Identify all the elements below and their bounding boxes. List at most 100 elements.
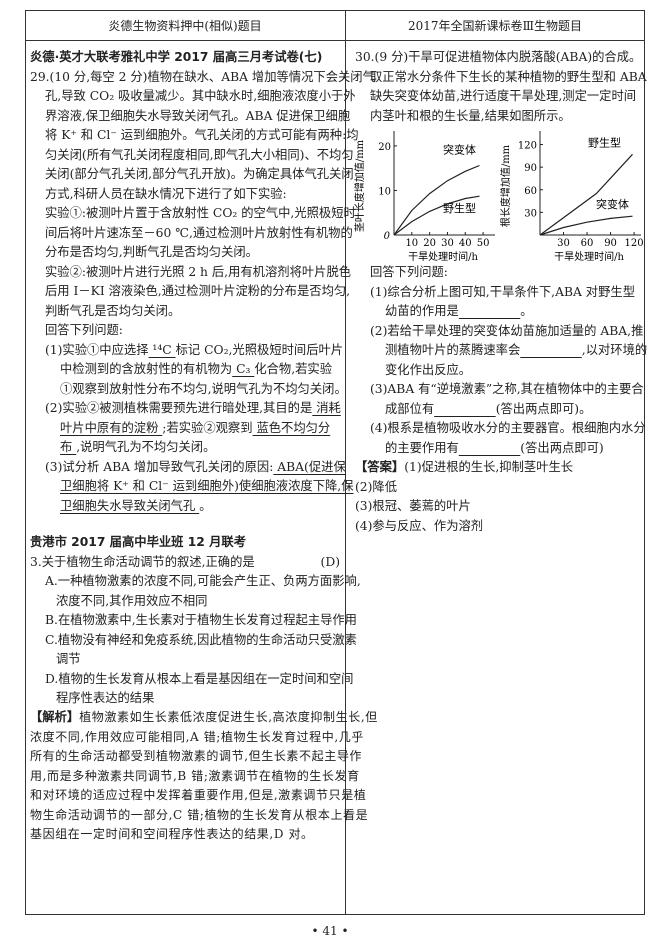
text-line: 关闭(部分气孔关闭,部分气孔开放)。为确定具体气孔关闭 <box>30 165 375 185</box>
text-line: 间后将叶片速冻至－60 ℃,通过检测叶片放射性有机物的 <box>30 224 375 244</box>
text-segment: 幼苗的作用是 <box>385 304 459 318</box>
answer-blank: 叶片中原有的淀粉 <box>60 420 163 435</box>
text-line: 30.(9 分)干旱可促进植物体内脱落酸(ABA)的合成。 <box>355 48 647 68</box>
section-heading: 炎德·英才大联考雅礼中学 2017 届高三月考试卷(七) <box>30 50 323 64</box>
text-line: 用,而是多种激素共同调节,B 错;激素调节在植物的生长发育 <box>30 767 378 787</box>
text-segment: 浓度不同,其作用效应不相同 <box>56 593 208 608</box>
x-tick-label: 50 <box>477 238 490 249</box>
text-line: 方式,科研人员在缺水情况下进行了如下实验: <box>30 185 375 205</box>
text-line: (3)试分析 ABA 增加导致气孔关闭的原因: ABA(促进保 <box>30 458 375 478</box>
text-line: (2)若给干旱处理的突变体幼苗施加适量的 ABA,推 <box>355 322 647 342</box>
text-line: 程序性表达的结果 <box>30 689 340 709</box>
text-segment: (2)若给干旱处理的突变体幼苗施加适量的 ABA,推 <box>370 323 644 338</box>
text-line: (4)根系是植物吸收水分的主要器官。根细胞内水分 <box>355 419 647 439</box>
text-line: 布 ,说明气孔为不均匀关闭。 <box>30 438 375 458</box>
header-divider <box>25 40 645 41</box>
answer-blank: 消耗 <box>312 401 341 415</box>
series-line-突变体 <box>393 164 480 236</box>
question-30-questions: 回答下列问题: (1)综合分析上图可知,干旱条件下,ABA 对野生型 幼苗的作用是 … <box>355 263 647 536</box>
text-segment: 浓度不同,作用效应可能相同,A 错;植物生长发育过程中,几乎 <box>30 729 364 744</box>
text-segment: D.植物的生长发育从根本上看是基因组在一定时间和空间 <box>45 671 354 686</box>
text-line: 回答下列问题: <box>30 321 375 341</box>
x-tick-label: 10 <box>405 238 418 249</box>
x-tick-label: 120 <box>625 238 644 249</box>
text-segment: ;若实验②观察到 <box>162 420 253 435</box>
answer-blank: ABA(促进保 <box>273 459 346 474</box>
series-label: 野生型 <box>588 135 621 149</box>
y-tick-label: 30 <box>524 208 537 219</box>
y-tick-label: 90 <box>524 163 537 174</box>
text-segment: 间后将叶片速冻至－60 ℃,通过检测叶片放射性有机物的 <box>45 225 353 240</box>
text-segment: 将 K⁺ 和 Cl⁻ 运到细胞外。气孔关闭的方式可能有两种:均 <box>45 128 359 142</box>
root-growth-chart: 30 60 90 120306090120干旱处理时间/h根长度增加值/mm野生型突变… <box>499 131 644 262</box>
answer-blank: 蓝色不均匀分 <box>252 420 331 435</box>
answer-blank: C₃ <box>232 362 255 376</box>
y-tick-label: 10 <box>378 186 391 197</box>
text-segment: 判断气孔是否均匀关闭。 <box>45 303 181 318</box>
text-line: 调节 <box>30 650 340 670</box>
y-axis-label: 根长度增加值/mm <box>499 144 512 227</box>
text-segment: (3)根冠、萎蔫的叶片 <box>355 499 471 513</box>
page-number: • 41 • <box>311 924 349 938</box>
text-line: 卫细胞失水导致关闭气孔 。 <box>30 497 375 517</box>
series-line-突变体 <box>539 215 633 236</box>
text-line: 缺失突变体幼苗,进行适度干旱处理,测定一定时间 <box>355 87 647 107</box>
text-segment: 方式,科研人员在缺水情况下进行了如下实验: <box>45 186 287 201</box>
text-line: A.一种植物激素的浓度不同,可能会产生正、负两方面影响, <box>30 572 361 592</box>
text-segment: 变化作出反应。 <box>385 362 472 377</box>
text-line: (3)ABA 有“逆境激素”之称,其在植物体中的主要合 <box>355 380 647 400</box>
text-line: 变化作出反应。 <box>355 361 647 381</box>
answer-blank <box>520 343 582 357</box>
text-line: 界溶液,保卫细胞失水导致关闭气孔。ABA 促进保卫细胞 <box>30 107 375 127</box>
answer-blank <box>434 402 496 416</box>
text-segment: 程序性表达的结果 <box>56 691 155 705</box>
text-segment: B.在植物激素中,生长素对于植物生长发育过程起主导作用 <box>45 613 357 627</box>
text-line: 物生命活动调节的一部分,C 错;植物的生长发育从根本上看是 <box>30 806 378 826</box>
y-tick-label: 20 <box>378 142 391 153</box>
text-line: 【解析】植物激素如生长素低浓度促进生长,高浓度抑制生长,但 <box>30 708 378 728</box>
text-segment: 中检测到的含放射性的有机物为 <box>60 362 233 376</box>
text-segment: 所有的生命活动都受到植物激素的调节,但生长素不起主导作 <box>30 749 363 763</box>
x-axis-label: 干旱处理时间/h <box>408 250 478 262</box>
text-segment: ,说明气孔为不均匀关闭。 <box>76 440 216 454</box>
text-line: 实验①:被测叶片置于含放射性 CO₂ 的空气中,光照极短时 <box>30 204 375 224</box>
text-segment: 物生命活动调节的一部分,C 错;植物的生长发育从根本上看是 <box>30 807 369 822</box>
text-segment: 植物激素如生长素低浓度促进生长,高浓度抑制生长,但 <box>79 710 378 724</box>
question-29: 炎德·英才大联考雅礼中学 2017 届高三月考试卷(七) 29.(10 分,每空 … <box>30 48 375 516</box>
x-axis-label: 干旱处理时间/h <box>554 250 624 262</box>
x-tick-label: 30 <box>557 238 570 249</box>
page-frame <box>25 10 645 915</box>
text-segment: (答出两点即可)。 <box>495 401 592 416</box>
text-segment: 取正常水分条件下生长的某种植物的野生型和 ABA <box>370 69 647 84</box>
text-line: C.植物没有神经和免疫系统,因此植物的生命活动只受激素 <box>30 631 357 651</box>
text-segment: 的主要作用有 <box>385 440 459 455</box>
text-line: 3.关于植物生命活动调节的叙述,正确的是 (D) <box>30 553 340 573</box>
text-segment: A.一种植物激素的浓度不同,可能会产生正、负两方面影响, <box>45 574 361 588</box>
text-segment: (3)ABA 有“逆境激素”之称,其在植物体中的主要合 <box>370 382 644 396</box>
text-line: 分布是否均匀,判断气孔是否均匀关闭。 <box>30 243 375 263</box>
text-segment: 分布是否均匀,判断气孔是否均匀关闭。 <box>45 245 258 259</box>
text-line: 所有的生命活动都受到植物激素的调节,但生长素不起主导作 <box>30 747 378 767</box>
text-segment: (1)实验①中应选择 <box>45 342 149 357</box>
text-line: 孔,导致 CO₂ 吸收量减少。其中缺水时,细胞液浓度小于外 <box>30 87 375 107</box>
text-segment: 调节 <box>56 652 81 666</box>
text-segment: 内茎叶和根的生长量,结果如图所示。 <box>370 108 571 123</box>
text-line: 测植物叶片的蒸腾速率会 ,以对环境的 <box>355 341 647 361</box>
text-segment: 缺失突变体幼苗,进行适度干旱处理,测定一定时间 <box>370 89 637 103</box>
header-left-title: 炎德生物资料押中(相似)题目 <box>108 19 262 33</box>
answer-blank <box>459 304 521 318</box>
text-line: (1)综合分析上图可知,干旱条件下,ABA 对野生型 <box>355 283 647 303</box>
text-segment: 3.关于植物生命活动调节的叙述,正确的是 <box>30 554 255 569</box>
text-segment: 关闭(部分气孔关闭,部分气孔开放)。为确定具体气孔关闭 <box>45 167 354 181</box>
text-segment: (4)根系是植物吸收水分的主要器官。根细胞内水分 <box>370 421 646 435</box>
y-tick-label: 60 <box>524 186 537 197</box>
text-line: 将 K⁺ 和 Cl⁻ 运到细胞外。气孔关闭的方式可能有两种:均 <box>30 126 375 146</box>
text-segment: 测植物叶片的蒸腾速率会 <box>385 343 521 357</box>
series-label: 突变体 <box>596 197 629 211</box>
text-segment: 界溶液,保卫细胞失水导致关闭气孔。ABA 促进保卫细胞 <box>45 108 351 123</box>
y-tick-label: 120 <box>518 141 537 152</box>
answer-blank: 布 <box>60 440 77 454</box>
series-label: 野生型 <box>443 201 476 215</box>
text-line: 实验②:被测叶片进行光照 2 h 后,用有机溶剂将叶片脱色 <box>30 263 375 283</box>
